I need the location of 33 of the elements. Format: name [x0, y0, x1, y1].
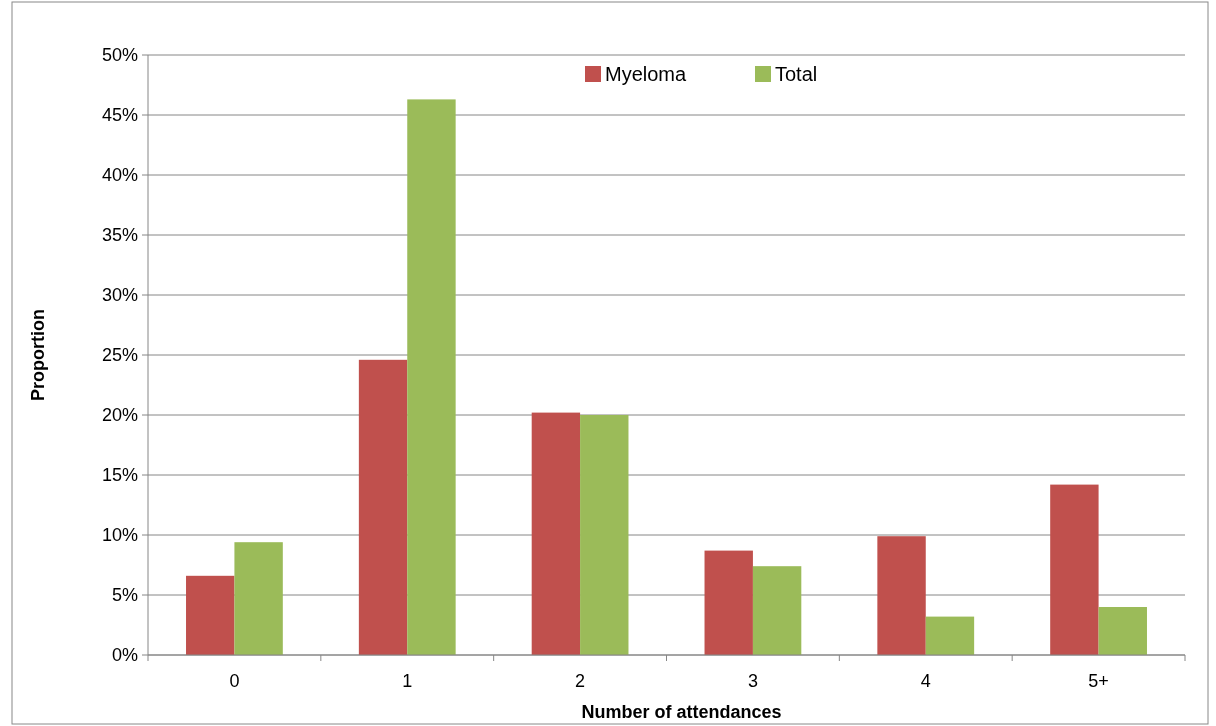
bar	[1098, 607, 1147, 655]
bar	[234, 542, 283, 655]
x-tick-label: 3	[747, 671, 758, 691]
y-tick-label: 5%	[111, 585, 138, 606]
y-tick-label: 25%	[101, 345, 138, 366]
y-tick-label: 30%	[101, 285, 138, 306]
bar	[1050, 484, 1099, 655]
y-tick-label: 45%	[101, 105, 138, 126]
bar	[358, 359, 408, 655]
bar	[407, 99, 456, 655]
y-tick-label: 35%	[101, 225, 138, 246]
y-tick-label: 40%	[101, 165, 138, 186]
bar	[704, 550, 753, 655]
bar	[877, 536, 926, 655]
y-tick-label: 10%	[101, 525, 138, 546]
y-tick-label: 15%	[101, 465, 138, 486]
bar	[752, 566, 802, 655]
x-tick-label: 4	[920, 671, 931, 691]
y-tick-label: 0%	[111, 645, 138, 666]
legend-label: Myeloma	[605, 63, 688, 85]
x-tick-label: 2	[575, 671, 586, 691]
legend-label: Total	[775, 63, 818, 85]
y-axis-title: Proportion	[28, 309, 48, 401]
bar	[580, 415, 629, 655]
x-tick-label: 0	[229, 671, 240, 691]
x-tick-label: 5+	[1088, 671, 1109, 691]
bar	[531, 412, 581, 655]
y-tick-label: 20%	[101, 405, 138, 426]
y-tick-label: 50%	[101, 45, 138, 66]
bar	[186, 575, 235, 655]
x-axis-title: Number of attendances	[581, 702, 782, 722]
x-tick-label: 1	[402, 671, 413, 691]
bar	[925, 616, 975, 655]
